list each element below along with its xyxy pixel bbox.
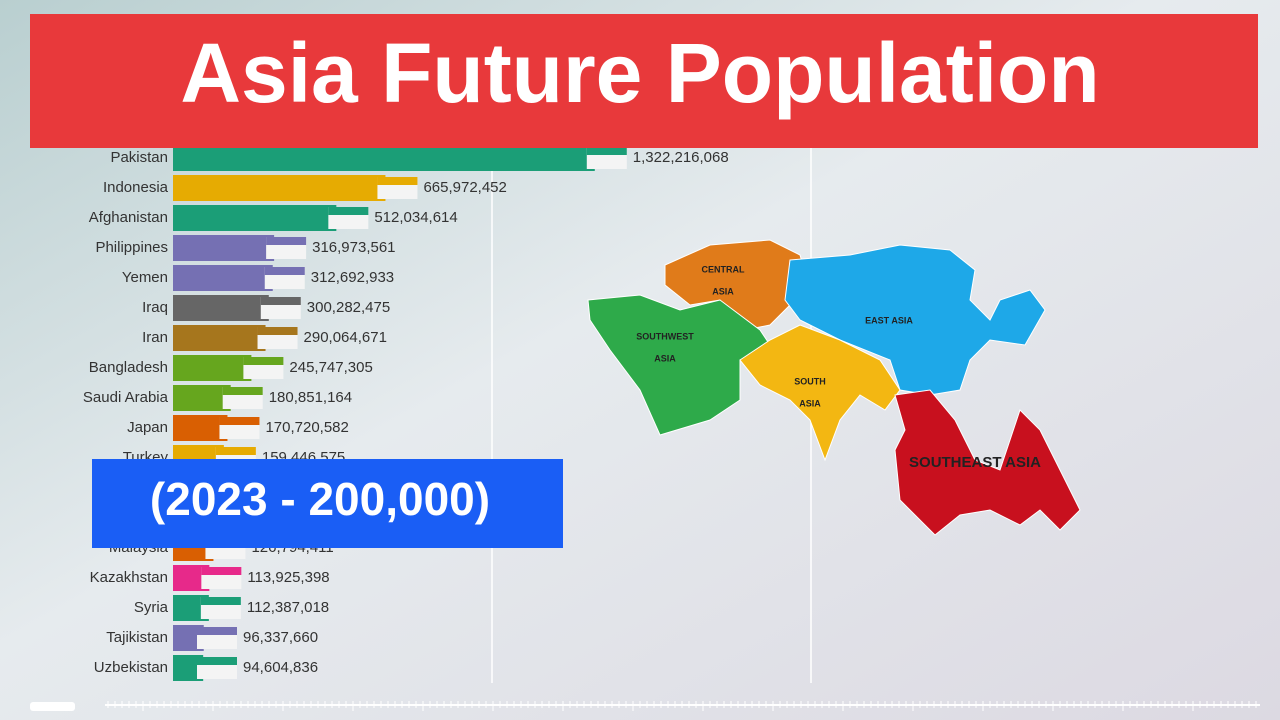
region-label: ASIA [799,398,821,408]
bar [173,415,228,441]
region-label: SOUTHEAST ASIA [909,454,1041,471]
category-label: Afghanistan [89,209,168,226]
map-region [587,294,771,436]
value-label: 112,387,018 [247,599,329,616]
region-label: SOUTHWEST [636,331,694,341]
flag-stripe [260,297,301,305]
chart-title: Asia Future Population [180,26,1099,120]
value-label: 94,604,836 [243,659,318,676]
value-label: 300,282,475 [307,299,390,316]
value-label: 180,851,164 [269,389,352,406]
subtitle-box [92,459,563,548]
category-label: Yemen [122,269,168,286]
category-label: Tajikistan [106,629,168,646]
flag-stripe [377,177,418,185]
category-label: Uzbekistan [94,659,168,676]
flag-stripe [257,327,298,335]
timeline-handle [30,702,75,711]
value-label: 665,972,452 [423,179,506,196]
flag-stripe [200,597,241,605]
bar [173,265,273,291]
region-label: SOUTH [794,376,826,386]
region-label: ASIA [654,353,676,363]
timeline-ticks [107,701,1257,711]
bar [173,385,231,411]
flag-stripe [222,387,263,395]
value-label: 170,720,582 [265,419,348,436]
value-label: 512,034,614 [374,209,457,226]
value-label: 1,322,216,068 [633,149,729,166]
map-region [784,244,1046,396]
bar [173,205,337,231]
category-label: Syria [134,599,169,616]
value-label: 312,692,933 [311,269,394,286]
category-label: Indonesia [103,179,169,196]
bar [173,235,275,261]
category-label: Pakistan [110,149,168,166]
category-label: Philippines [95,239,168,256]
title-banner [30,14,1258,148]
category-label: Japan [127,419,168,436]
flag-stripe [243,357,284,365]
chart-subtitle: (2023 - 200,000) [150,473,490,525]
category-label: Iraq [142,299,168,316]
flag-stripe [197,627,237,635]
flag-stripe [586,147,627,155]
flag-stripe [219,417,260,425]
bar [173,145,595,171]
region-label: ASIA [712,286,734,296]
flag-stripe [328,207,369,215]
map-region [739,324,901,462]
bar [173,175,386,201]
category-label: Kazakhstan [90,569,168,586]
value-label: 96,337,660 [243,629,318,646]
flag-stripe [264,267,305,275]
value-label: 113,925,398 [247,569,329,586]
bar [173,295,269,321]
bar [173,355,252,381]
bar [173,325,266,351]
value-label: 316,973,561 [312,239,395,256]
flag-stripe [201,567,242,575]
category-label: Saudi Arabia [83,389,169,406]
flag-stripe [215,447,256,455]
value-label: 245,747,305 [289,359,372,376]
map-region [894,389,1081,536]
category-label: Bangladesh [89,359,168,376]
region-label: CENTRAL [702,264,745,274]
value-label: 290,064,671 [304,329,387,346]
category-label: Iran [142,329,168,346]
flag-stripe [197,657,237,665]
flag-stripe [266,237,307,245]
region-label: EAST ASIA [865,315,913,325]
map: CENTRAL ASIA SOUTHWEST ASIA EAST ASIA SOUTH AS… [587,239,1081,536]
map-region [664,239,811,331]
